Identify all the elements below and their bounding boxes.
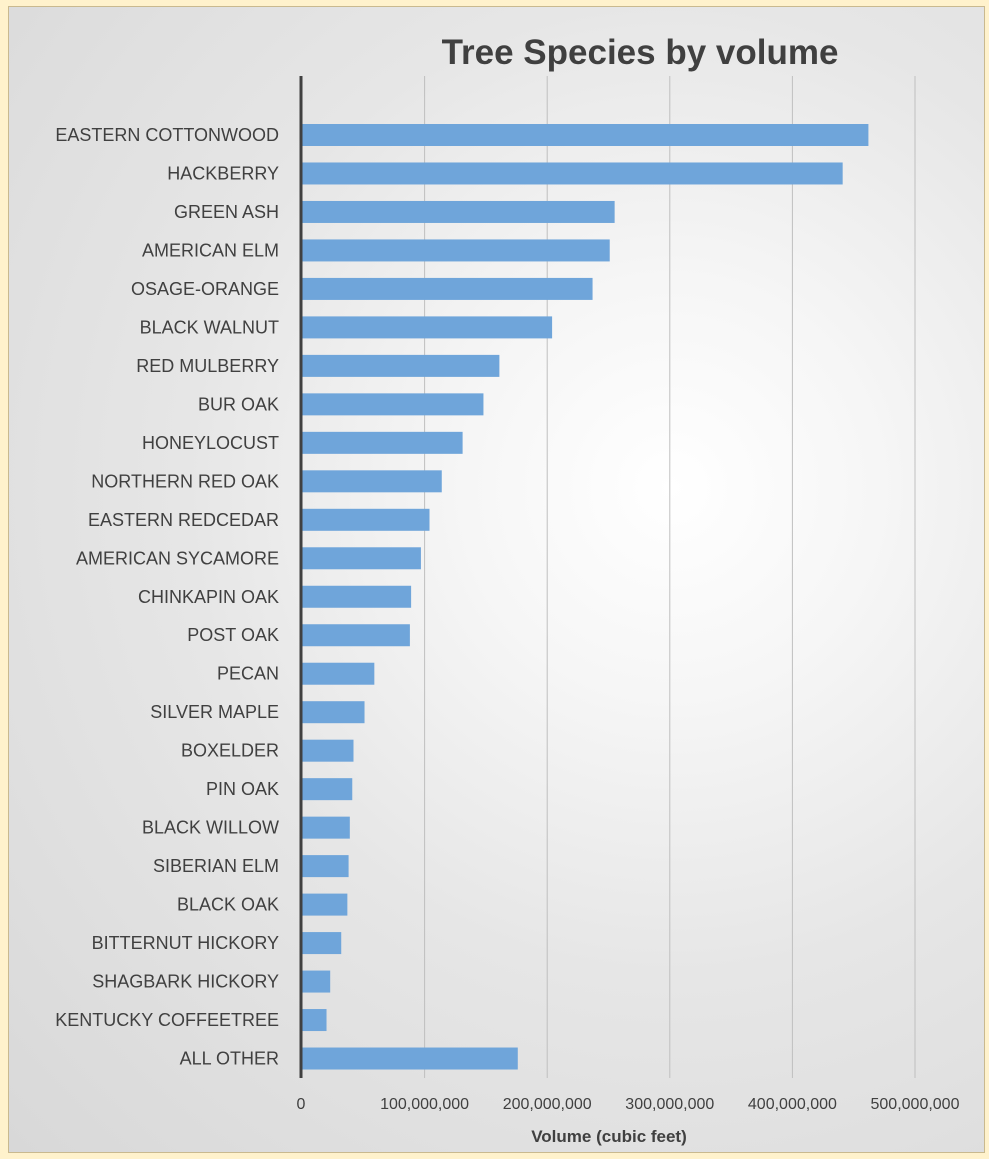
bar	[302, 778, 353, 801]
bar	[302, 816, 350, 839]
bar	[302, 970, 331, 993]
bar	[302, 431, 463, 454]
category-label: PECAN	[217, 664, 279, 684]
bar	[302, 1047, 518, 1070]
bar	[302, 701, 365, 724]
category-label: ALL OTHER	[180, 1049, 279, 1069]
x-tick-label: 300,000,000	[625, 1096, 714, 1113]
bars	[302, 124, 869, 1070]
category-label: HONEYLOCUST	[142, 433, 279, 453]
category-label: HACKBERRY	[167, 163, 279, 183]
category-label: BLACK WILLOW	[142, 818, 279, 838]
category-label: AMERICAN SYCAMORE	[76, 548, 279, 568]
bar	[302, 354, 500, 377]
x-axis-title: Volume (cubic feet)	[531, 1127, 687, 1146]
category-label: GREEN ASH	[174, 202, 279, 222]
bar	[302, 508, 430, 531]
category-label: POST OAK	[187, 625, 279, 645]
bar	[302, 1009, 327, 1032]
bar	[302, 393, 484, 416]
x-tick-labels: 0 100,000,000 200,000,000 300,000,000 400,00…	[297, 1096, 960, 1113]
category-label: RED MULBERRY	[136, 356, 279, 376]
category-label: SIBERIAN ELM	[153, 856, 279, 876]
category-label: BUR OAK	[198, 394, 279, 414]
category-label: CHINKAPIN OAK	[138, 587, 279, 607]
x-tick-label: 100,000,000	[380, 1096, 469, 1113]
bar	[302, 162, 843, 185]
bar	[302, 239, 610, 262]
bar	[302, 932, 342, 955]
category-label: BLACK WALNUT	[140, 317, 279, 337]
bar	[302, 547, 421, 570]
category-label: NORTHERN RED OAK	[91, 471, 279, 491]
x-tick-label: 500,000,000	[871, 1096, 960, 1113]
bar	[302, 855, 349, 878]
category-label: SILVER MAPLE	[150, 702, 279, 722]
chart-frame	[8, 6, 985, 1153]
bar	[302, 662, 375, 685]
category-label: BOXELDER	[181, 741, 279, 761]
category-label: OSAGE-ORANGE	[131, 279, 279, 299]
bar	[302, 124, 869, 146]
chart-title: Tree Species by volume	[441, 33, 839, 72]
x-tick-label: 400,000,000	[748, 1096, 837, 1113]
bar	[302, 585, 412, 608]
category-label: BITTERNUT HICKORY	[92, 933, 279, 953]
category-label: EASTERN REDCEDAR	[88, 510, 279, 530]
x-tick-label: 200,000,000	[503, 1096, 592, 1113]
x-tick-label: 0	[297, 1096, 306, 1113]
category-label: BLACK OAK	[177, 895, 279, 915]
bar	[302, 893, 348, 916]
bar	[302, 316, 553, 339]
category-label: PIN OAK	[206, 779, 279, 799]
bar	[302, 200, 615, 223]
bar	[302, 739, 354, 762]
category-label: KENTUCKY COFFEETREE	[55, 1010, 279, 1030]
bar	[302, 624, 410, 647]
gridlines	[424, 76, 916, 1078]
category-label: EASTERN COTTONWOOD	[55, 125, 279, 145]
bar	[302, 470, 442, 493]
bar	[302, 277, 593, 300]
category-label: SHAGBARK HICKORY	[92, 972, 279, 992]
category-labels: EASTERN COTTONWOOD HACKBERRY GREEN ASH AMER…	[55, 125, 279, 1069]
category-label: AMERICAN ELM	[142, 240, 279, 260]
